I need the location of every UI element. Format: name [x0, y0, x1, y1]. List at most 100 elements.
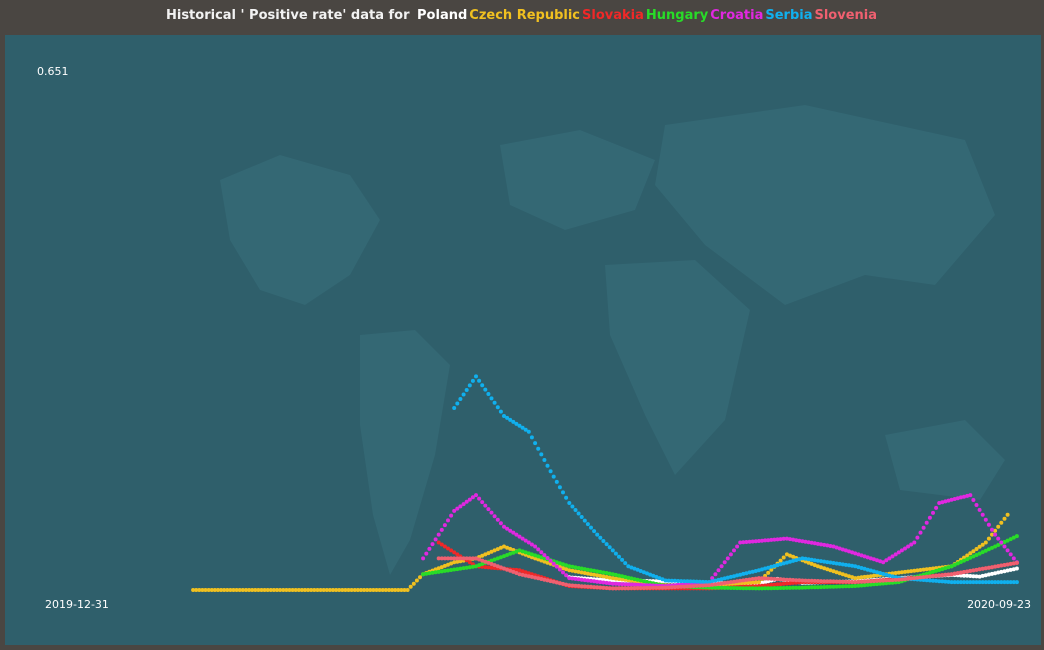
data-point-hungary [474, 564, 478, 569]
data-point-czech-republic [980, 542, 985, 547]
data-point-hungary [452, 567, 457, 572]
data-point-croatia [980, 512, 985, 517]
data-point-hungary [1008, 537, 1013, 542]
data-point-slovenia [924, 574, 929, 579]
data-point-hungary [865, 582, 870, 587]
data-point-slovenia [464, 556, 469, 561]
data-point-czech-republic [309, 588, 314, 592]
data-point-hungary [641, 579, 646, 584]
data-point-croatia [502, 524, 506, 529]
data-point-croatia [458, 504, 463, 509]
data-point-czech-republic [623, 577, 628, 582]
data-point-serbia [732, 574, 736, 579]
data-point-slovenia [893, 577, 898, 582]
data-point-slovenia [688, 584, 693, 589]
data-point-slovakia [483, 565, 488, 570]
data-point-hungary [965, 557, 970, 562]
data-point-serbia [812, 558, 817, 563]
data-point-czech-republic [791, 554, 796, 559]
data-point-hungary [424, 571, 429, 576]
data-point-czech-republic [840, 572, 845, 577]
data-point-czech-republic [371, 588, 376, 592]
data-point-croatia [623, 582, 628, 587]
data-point-czech-republic [744, 581, 749, 586]
data-point-slovenia [853, 580, 858, 585]
data-point-czech-republic [452, 560, 457, 565]
data-point-slovenia [1005, 562, 1010, 567]
data-point-slovenia [775, 577, 780, 582]
data-point-croatia [993, 532, 998, 537]
data-point-czech-republic [564, 567, 569, 572]
data-point-croatia [592, 579, 597, 584]
data-point-slovenia [573, 583, 578, 588]
data-point-croatia [439, 527, 444, 532]
data-point-czech-republic [374, 588, 379, 592]
data-point-croatia [766, 538, 771, 543]
data-point-slovakia [455, 552, 460, 557]
data-point-serbia [937, 579, 942, 584]
data-point-serbia [887, 573, 892, 578]
data-point-serbia [511, 419, 516, 424]
data-point-slovakia [442, 544, 447, 549]
data-point-slovenia [570, 583, 575, 588]
data-point-croatia [474, 493, 478, 498]
data-point-czech-republic [862, 574, 867, 579]
data-point-poland [962, 573, 966, 578]
data-point-serbia [890, 574, 895, 579]
data-point-slovenia [626, 586, 631, 591]
data-point-czech-republic [486, 551, 491, 556]
data-point-czech-republic [502, 544, 506, 549]
data-point-hungary [862, 583, 867, 588]
data-point-serbia [576, 511, 581, 516]
data-point-croatia [899, 548, 904, 553]
data-point-slovenia [483, 559, 488, 564]
data-point-czech-republic [231, 588, 236, 592]
data-point-hungary [763, 586, 768, 591]
data-point-croatia [887, 556, 892, 561]
data-point-czech-republic [595, 573, 600, 578]
data-point-serbia [694, 579, 699, 584]
data-point-serbia [1011, 580, 1016, 585]
data-point-hungary [747, 586, 752, 591]
data-point-czech-republic [439, 565, 444, 570]
data-point-slovakia [480, 564, 485, 569]
data-point-serbia [613, 551, 618, 556]
data-point-czech-republic [405, 588, 410, 592]
data-point-czech-republic [352, 588, 357, 592]
data-point-serbia [853, 564, 858, 569]
data-point-hungary [589, 568, 593, 573]
data-point-poland [654, 579, 659, 584]
data-point-serbia [545, 463, 550, 468]
data-point-serbia [778, 562, 783, 567]
data-point-slovakia [766, 583, 771, 588]
data-point-hungary [934, 568, 939, 573]
data-point-serbia [986, 580, 991, 585]
data-point-slovenia [508, 568, 513, 573]
data-point-slovenia [815, 579, 820, 583]
data-point-slovenia [713, 582, 718, 587]
data-point-slovakia [526, 571, 531, 576]
data-point-hungary [735, 586, 740, 591]
data-point-slovenia [843, 579, 848, 584]
data-point-slovenia [511, 569, 516, 574]
data-point-hungary [1011, 535, 1016, 540]
data-point-hungary [576, 566, 581, 570]
y-axis-max-label: 0.651 [37, 65, 69, 78]
data-point-hungary [949, 564, 954, 569]
data-point-poland [763, 580, 768, 585]
data-point-serbia [523, 427, 528, 432]
data-point-czech-republic [576, 569, 581, 574]
data-point-czech-republic [334, 588, 339, 592]
data-point-czech-republic [607, 575, 612, 580]
data-point-serbia [738, 572, 743, 577]
data-point-slovenia [554, 580, 559, 585]
data-point-slovenia [868, 579, 873, 584]
data-point-croatia [492, 514, 497, 519]
data-point-czech-republic [847, 574, 851, 579]
data-point-czech-republic [268, 588, 273, 592]
data-point-slovenia [442, 556, 447, 561]
data-point-slovenia [812, 578, 817, 583]
data-point-hungary [828, 584, 833, 589]
data-point-serbia [965, 580, 970, 585]
data-point-croatia [641, 583, 646, 588]
